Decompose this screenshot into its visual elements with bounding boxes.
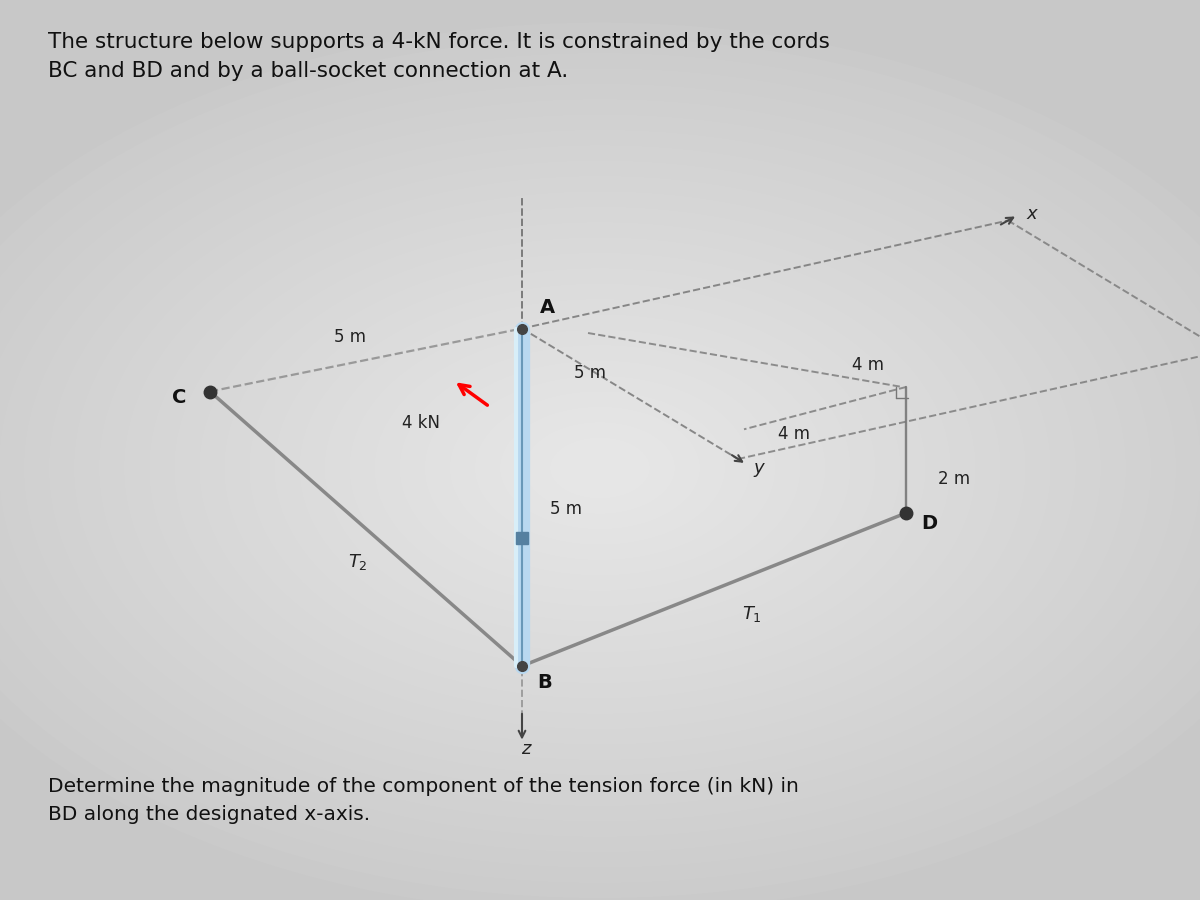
- Text: B: B: [538, 672, 552, 692]
- Text: A: A: [540, 298, 556, 318]
- Text: $T_1$: $T_1$: [742, 604, 762, 624]
- Text: 5 m: 5 m: [334, 328, 366, 346]
- Text: z: z: [521, 740, 530, 758]
- Text: y: y: [754, 459, 764, 477]
- Text: C: C: [172, 388, 186, 408]
- Text: Determine the magnitude of the component of the tension force (in kN) in
BD alon: Determine the magnitude of the component…: [48, 777, 799, 824]
- Text: 4 m: 4 m: [852, 356, 884, 373]
- Text: D: D: [922, 514, 937, 534]
- Text: 4 kN: 4 kN: [402, 414, 440, 432]
- Text: The structure below supports a 4-kN force. It is constrained by the cords
BC and: The structure below supports a 4-kN forc…: [48, 32, 830, 81]
- Text: 4 m: 4 m: [778, 425, 810, 443]
- Text: 2 m: 2 m: [938, 470, 971, 488]
- Text: 5 m: 5 m: [574, 364, 606, 382]
- Text: x: x: [1026, 205, 1037, 223]
- Text: $T_2$: $T_2$: [348, 553, 367, 572]
- Text: 5 m: 5 m: [550, 500, 582, 518]
